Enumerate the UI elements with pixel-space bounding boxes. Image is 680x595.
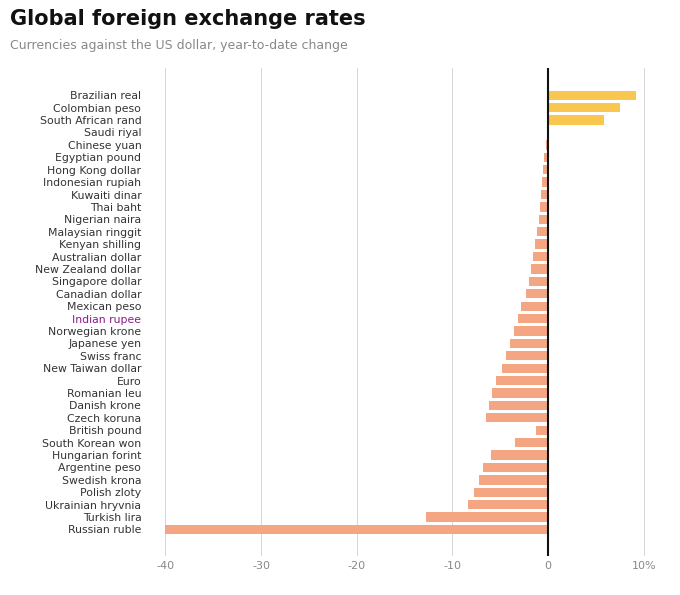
Bar (529, 277, 548, 286)
Bar (517, 314, 548, 323)
Bar (492, 389, 548, 397)
Bar (165, 525, 548, 534)
Text: Global foreign exchange rates: Global foreign exchange rates (10, 9, 366, 29)
Bar (426, 512, 548, 522)
Bar (513, 326, 548, 336)
Bar (548, 90, 636, 100)
Bar (539, 202, 548, 212)
Bar (546, 140, 548, 149)
Bar (496, 376, 548, 386)
Bar (479, 475, 548, 484)
Bar (506, 351, 548, 361)
Bar (473, 488, 548, 497)
Bar (522, 302, 548, 311)
Bar (486, 413, 548, 422)
Bar (548, 103, 620, 112)
Bar (537, 227, 548, 236)
Bar (531, 264, 548, 274)
Bar (526, 289, 548, 299)
Bar (491, 450, 548, 460)
Bar (468, 500, 548, 509)
Bar (515, 438, 548, 447)
Bar (544, 153, 548, 162)
Text: Currencies against the US dollar, year-to-date change: Currencies against the US dollar, year-t… (10, 39, 348, 52)
Bar (548, 115, 604, 125)
Bar (539, 215, 548, 224)
Bar (534, 239, 548, 249)
Bar (533, 252, 548, 261)
Bar (541, 190, 548, 199)
Bar (483, 463, 548, 472)
Bar (543, 177, 548, 187)
Bar (536, 425, 548, 435)
Bar (503, 364, 548, 373)
Bar (489, 401, 548, 410)
Bar (510, 339, 548, 348)
Bar (543, 165, 548, 174)
